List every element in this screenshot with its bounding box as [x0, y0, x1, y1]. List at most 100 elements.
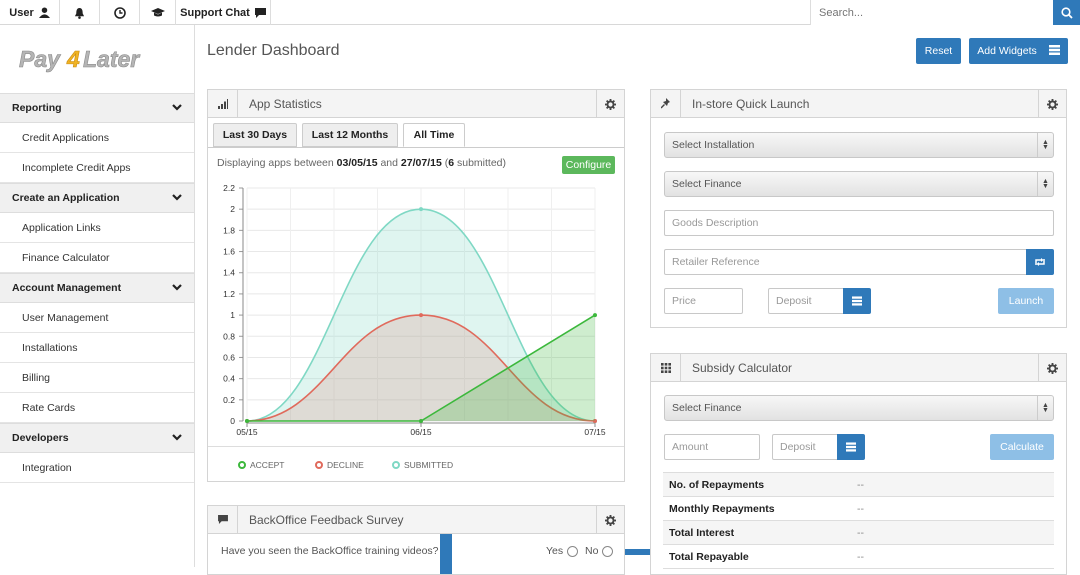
- chevron-down-icon: [172, 282, 182, 294]
- calculator-icon: [846, 442, 856, 452]
- gear-icon[interactable]: [596, 90, 624, 118]
- pin-icon: [651, 89, 681, 118]
- sidebar-item-installations[interactable]: Installations: [0, 333, 194, 363]
- search-input[interactable]: [810, 0, 1053, 25]
- data-point-decline: [419, 313, 423, 318]
- select-value: Select Installation: [672, 139, 755, 151]
- sidebar-item-billing[interactable]: Billing: [0, 363, 194, 393]
- price-input[interactable]: Price: [664, 288, 743, 314]
- tab-last-12-months[interactable]: Last 12 Months: [302, 123, 398, 147]
- sidebar-item-label: User Management: [22, 311, 109, 324]
- subsidy-finance-select[interactable]: Select Finance ▲ ▼: [664, 395, 1054, 421]
- panel-header: Subsidy Calculator: [651, 353, 1066, 382]
- sidebar-item-application-links[interactable]: Application Links: [0, 213, 194, 243]
- retailer-reference-input[interactable]: Retailer Reference: [664, 249, 1027, 275]
- result-label: Monthly Repayments: [669, 502, 775, 515]
- result-row: Total Repayable --: [663, 545, 1054, 569]
- legend-label: DECLINE: [327, 460, 364, 470]
- svg-text:Pay: Pay: [19, 46, 61, 72]
- deposit-calculator-button[interactable]: [843, 288, 871, 314]
- result-label: Total Interest: [669, 526, 735, 539]
- legend-dot: [315, 461, 323, 469]
- result-row: No. of Repayments --: [663, 473, 1054, 497]
- sidebar-item-label: Credit Applications: [22, 131, 109, 144]
- grid-icon: [651, 353, 681, 382]
- search-icon: [1060, 6, 1073, 19]
- no-radio[interactable]: [602, 545, 614, 557]
- bell-icon[interactable]: [60, 0, 100, 25]
- subsidy-deposit-button[interactable]: [837, 434, 865, 460]
- no-option[interactable]: No: [585, 545, 614, 557]
- subsidy-deposit-input[interactable]: Deposit: [772, 434, 838, 460]
- y-tick-label: 0.6: [223, 352, 235, 362]
- survey-accent-bar: [440, 534, 452, 574]
- sidebar-item-rate-cards[interactable]: Rate Cards: [0, 393, 194, 423]
- panel-title: In-store Quick Launch: [692, 96, 810, 111]
- configure-button[interactable]: Configure: [562, 156, 615, 174]
- sidebar-item-credit-applications[interactable]: Credit Applications: [0, 123, 194, 153]
- panel-title: Subsidy Calculator: [692, 360, 793, 375]
- svg-text:4: 4: [66, 46, 80, 72]
- launch-button[interactable]: Launch: [998, 288, 1054, 314]
- legend-item-submitted[interactable]: SUBMITTED: [392, 460, 453, 470]
- panel-title: App Statistics: [249, 96, 322, 111]
- tab-all-time[interactable]: All Time: [403, 123, 465, 147]
- logo[interactable]: Pay 4 Later: [0, 25, 194, 93]
- legend-label: ACCEPT: [250, 460, 285, 470]
- user-menu[interactable]: User: [0, 0, 60, 25]
- amount-input[interactable]: Amount: [664, 434, 760, 460]
- y-tick-label: 0.2: [223, 395, 235, 405]
- installation-select[interactable]: Select Installation ▲ ▼: [664, 132, 1054, 158]
- support-chat-button[interactable]: Support Chat: [176, 0, 271, 25]
- yes-radio[interactable]: [567, 545, 579, 557]
- graduation-cap-icon[interactable]: [140, 0, 176, 25]
- result-row: Monthly Repayments --: [663, 497, 1054, 521]
- y-tick-label: 0: [230, 416, 235, 426]
- results-top-border: [663, 472, 1054, 473]
- deposit-input[interactable]: Deposit: [768, 288, 844, 314]
- user-label: User: [9, 6, 34, 19]
- nav-section-create-application[interactable]: Create an Application: [0, 183, 194, 213]
- calculate-button[interactable]: Calculate: [990, 434, 1054, 460]
- tab-last-30-days[interactable]: Last 30 Days: [213, 123, 297, 147]
- sidebar-item-label: Billing: [22, 371, 51, 384]
- gear-icon[interactable]: [1038, 90, 1066, 118]
- refresh-reference-button[interactable]: [1026, 249, 1054, 275]
- data-point-accept: [245, 419, 249, 423]
- nav-section-reporting[interactable]: Reporting: [0, 93, 194, 123]
- sidebar-item-finance-calculator[interactable]: Finance Calculator: [0, 243, 194, 273]
- reset-button[interactable]: Reset: [916, 38, 961, 64]
- bar-chart-icon: [208, 89, 238, 118]
- legend-dot: [392, 461, 400, 469]
- nav-section-developers[interactable]: Developers: [0, 423, 194, 453]
- gear-icon[interactable]: [1038, 354, 1066, 382]
- sidebar-item-user-management[interactable]: User Management: [0, 303, 194, 333]
- finance-select[interactable]: Select Finance ▲ ▼: [664, 171, 1054, 197]
- goods-description-input[interactable]: Goods Description: [664, 210, 1054, 236]
- sidebar-item-label: Incomplete Credit Apps: [22, 161, 131, 174]
- nav-section-account-management[interactable]: Account Management: [0, 273, 194, 303]
- y-tick-label: 0.8: [223, 331, 235, 341]
- add-widgets-button[interactable]: Add Widgets: [969, 38, 1068, 64]
- sidebar-item-integration[interactable]: Integration: [0, 453, 194, 483]
- result-value: --: [857, 526, 864, 539]
- tab-divider: [208, 147, 624, 148]
- sidebar: Pay 4 Later Reporting Credit Application…: [0, 25, 195, 567]
- input-placeholder: Amount: [672, 441, 709, 453]
- legend-item-accept[interactable]: ACCEPT: [238, 460, 284, 470]
- data-point-accept: [593, 313, 597, 318]
- result-value: --: [857, 550, 864, 563]
- tab-label: Last 12 Months: [311, 129, 389, 141]
- sidebar-item-label: Finance Calculator: [22, 251, 110, 264]
- series-area-accept: [247, 315, 595, 421]
- search-button[interactable]: [1053, 0, 1080, 25]
- sidebar-item-label: Installations: [22, 341, 78, 354]
- panel-title: BackOffice Feedback Survey: [249, 512, 404, 527]
- gear-icon[interactable]: [596, 506, 624, 534]
- clock-icon[interactable]: [100, 0, 140, 25]
- yes-option[interactable]: Yes: [546, 545, 579, 557]
- chat-icon: [254, 7, 266, 18]
- sidebar-item-label: Rate Cards: [22, 401, 76, 414]
- legend-item-decline[interactable]: DECLINE: [315, 460, 364, 470]
- sidebar-item-incomplete-credit-apps[interactable]: Incomplete Credit Apps: [0, 153, 194, 183]
